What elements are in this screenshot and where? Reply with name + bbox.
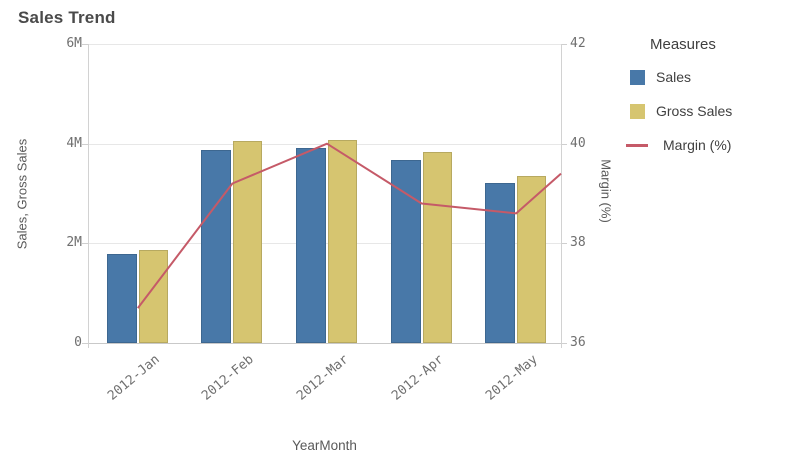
left-axis-line [88,44,89,348]
legend-title: Measures [650,36,716,53]
right-axis-line [561,44,562,348]
legend-items: Sales Gross Sales Margin (%) [626,69,732,153]
right-axis-tick-mark [561,144,567,145]
legend-color-swatch [630,69,645,85]
x-axis-label[interactable]: 2012-Feb [199,352,257,404]
bar-gross-sales[interactable] [233,141,262,343]
x-axis-label[interactable]: 2012-Mar [294,352,352,404]
legend-line-swatch [626,143,648,147]
legend-color-swatch [630,103,645,119]
right-axis-tick-mark [561,343,567,344]
bar-gross-sales[interactable] [423,152,452,343]
right-axis-tick-label: 36 [570,335,586,350]
legend-item-margin[interactable]: Margin (%) [626,137,732,153]
gridline [88,44,561,45]
right-axis-tick-label: 42 [570,36,586,51]
x-axis-label[interactable]: 2012-May [483,352,541,404]
bar-sales[interactable] [391,160,421,343]
left-axis-tick-mark [82,343,88,344]
bar-sales[interactable] [107,254,137,343]
legend: Measures Sales Gross Sales Margin (%) [626,36,732,171]
chart-title: Sales Trend [18,8,116,27]
gridline [88,343,561,344]
left-axis-tick-label: 4M [66,136,82,151]
left-axis-tick-label: 0 [74,335,82,350]
left-axis-tick-mark [82,44,88,45]
right-axis-tick-label: 38 [570,235,586,250]
left-axis-tick-label: 6M [66,36,82,51]
bar-sales[interactable] [296,148,326,343]
right-axis-tick-mark [561,243,567,244]
legend-item-gross-sales[interactable]: Gross Sales [630,103,732,119]
right-axis-tick-mark [561,44,567,45]
legend-item-label: Gross Sales [656,103,733,119]
legend-item-sales[interactable]: Sales [630,69,732,85]
x-axis-title: YearMonth [292,438,357,453]
legend-item-label: Sales [656,69,692,85]
right-axis-title: Margin (%) [598,158,614,223]
legend-item-label: Margin (%) [663,137,732,153]
left-axis-tick-mark [82,144,88,145]
bar-gross-sales[interactable] [139,250,168,343]
margin-line[interactable] [88,44,562,343]
x-axis-label[interactable]: 2012-Apr [389,352,447,404]
bar-gross-sales[interactable] [328,140,357,343]
left-axis-title: Sales, Gross Sales [14,138,30,249]
right-axis-tick-label: 40 [570,136,586,151]
x-axis-label[interactable]: 2012-Jan [105,352,163,404]
left-axis-tick-mark [82,243,88,244]
left-axis-tick-label: 2M [66,235,82,250]
bar-sales[interactable] [201,150,231,343]
bar-gross-sales[interactable] [517,176,546,343]
